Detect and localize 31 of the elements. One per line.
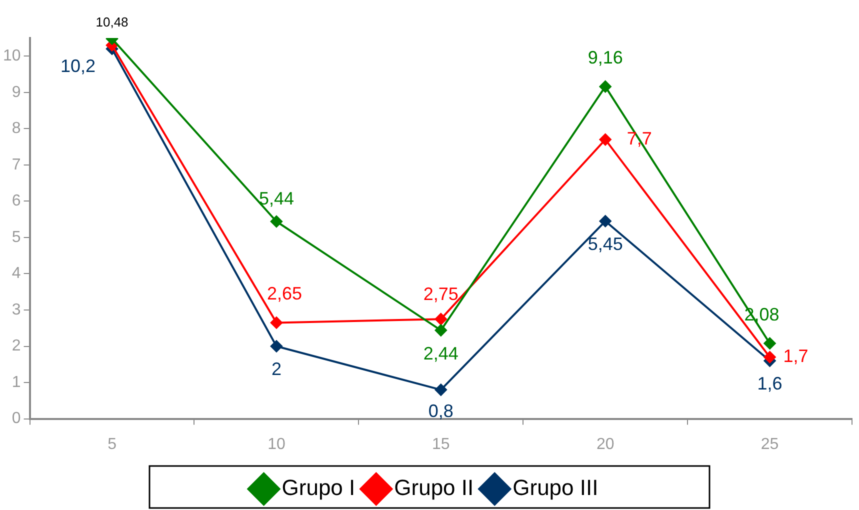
- y-tick-label: 7: [12, 156, 21, 174]
- x-tick-label: 5: [108, 436, 117, 453]
- y-tick-label: 10: [3, 48, 21, 65]
- y-tick-label: 1: [12, 374, 21, 391]
- data-label: 2,44: [423, 343, 458, 364]
- y-tick-label: 0: [12, 410, 21, 428]
- data-label: 9,16: [588, 48, 623, 68]
- data-label: 10,2: [60, 56, 96, 76]
- y-tick-label: 2: [12, 338, 21, 355]
- data-label: 2: [271, 359, 282, 380]
- legend-label: Grupo III: [512, 475, 598, 500]
- y-tick-label: 9: [12, 84, 21, 101]
- x-tick-label: 15: [432, 436, 450, 453]
- legend-label: Grupo I: [282, 475, 356, 500]
- data-label: 0,8: [428, 400, 454, 421]
- data-label: 1,7: [783, 346, 808, 366]
- y-tick-label: 3: [12, 301, 21, 318]
- annotation: 10,48: [96, 14, 128, 30]
- data-label: 2,65: [266, 284, 302, 304]
- data-label: 1,6: [757, 374, 782, 394]
- y-tick-label: 8: [12, 120, 21, 138]
- x-tick-label: 25: [760, 436, 779, 453]
- legend-label: Grupo II: [394, 475, 474, 500]
- y-tick-label: 5: [12, 228, 21, 246]
- y-tick-label: 4: [12, 265, 21, 282]
- data-label: 2,75: [423, 284, 458, 304]
- x-tick-label: 20: [596, 436, 614, 453]
- x-tick-label: 10: [268, 436, 286, 453]
- data-label: 5,44: [258, 188, 294, 208]
- data-label: 5,45: [588, 234, 623, 254]
- y-tick-label: 6: [12, 192, 21, 210]
